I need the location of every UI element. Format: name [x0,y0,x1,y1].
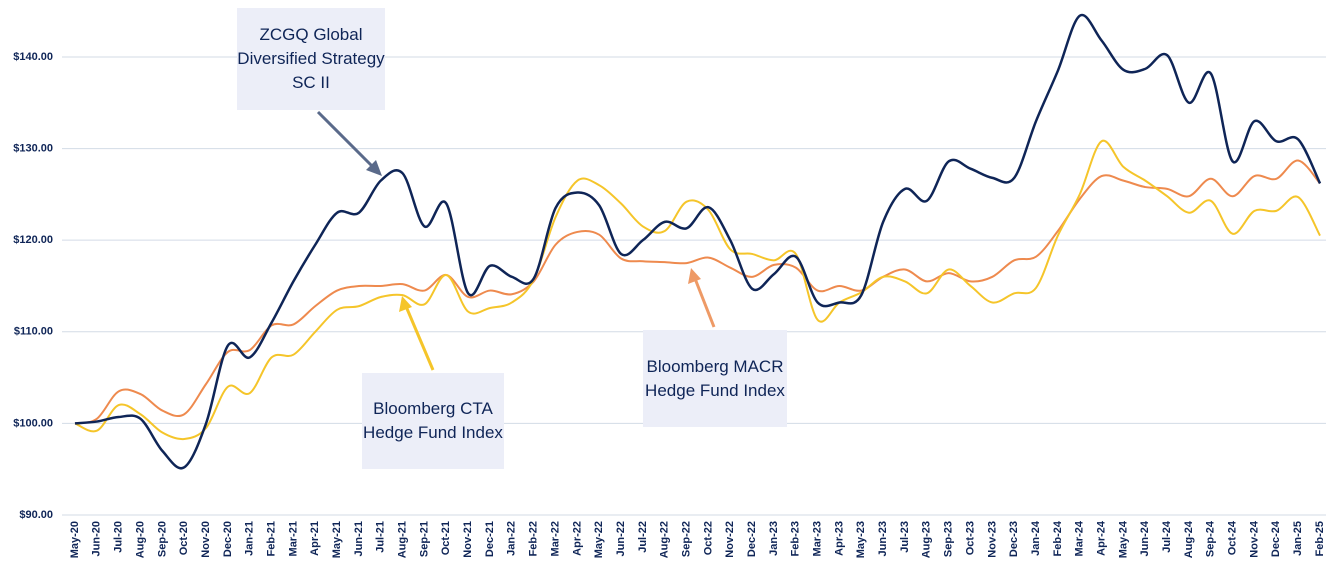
arrow [316,110,378,172]
x-tick-label: Nov-24 [1248,520,1260,558]
arrow-head [688,268,701,284]
x-tick-label: Mar-21 [287,521,299,556]
series-annotation: Bloomberg MACR Hedge Fund Index [643,330,787,427]
x-tick-label: Aug-22 [659,521,671,558]
series-line [74,159,1321,425]
x-tick-label: Jul-21 [375,521,387,553]
x-tick-label: Jul-22 [637,521,649,553]
x-tick-label: May-20 [69,521,81,558]
x-tick-label: Feb-24 [1052,520,1064,556]
series-annotation: ZCGQ Global Diversified Strategy SC II [237,8,385,110]
x-tick-label: Aug-24 [1183,520,1195,558]
x-tick-label: Aug-23 [921,521,933,558]
x-tick-label: Jun-24 [1139,520,1151,556]
x-tick-label: Nov-22 [724,521,736,558]
series-line [74,13,1322,470]
y-tick-label: $100.00 [13,417,53,429]
x-tick-label: Mar-24 [1074,520,1086,556]
x-tick-label: Sep-22 [680,521,692,557]
arrow-head [399,296,412,312]
x-tick-label: Sep-24 [1205,520,1217,557]
x-tick-label: Mar-22 [549,521,561,556]
arrow-head [366,160,382,176]
x-tick-label: Sep-20 [156,521,168,557]
x-tick-label: Oct-21 [440,521,452,555]
x-tick-label: Apr-22 [571,521,583,556]
x-tick-label: Oct-22 [702,521,714,555]
x-tick-label: Dec-22 [746,521,758,557]
x-tick-label: Jun-23 [877,521,889,556]
x-tick-label: Sep-21 [418,521,430,557]
x-tick-label: Jul-20 [113,521,125,553]
y-tick-label: $110.00 [14,326,53,338]
x-tick-label: Jun-21 [353,521,365,556]
x-tick-label: Jun-20 [91,521,103,556]
lines [74,13,1322,470]
x-tick-label: Aug-21 [397,521,409,558]
x-tick-label: Jan-25 [1292,521,1304,556]
x-tick-label: Jul-23 [899,521,911,553]
x-tick-label: Oct-24 [1227,520,1239,555]
x-tick-label: Dec-23 [1008,521,1020,557]
x-tick-label: Apr-21 [309,521,321,556]
arrow [403,303,435,371]
series-line [74,139,1321,441]
x-tick-label: Oct-20 [178,521,190,555]
x-tick-label: Jul-24 [1161,520,1173,553]
series-annotation: Bloomberg CTA Hedge Fund Index [362,373,504,469]
x-tick-label: Feb-21 [265,521,277,556]
y-tick-label: $90.00 [19,509,53,521]
arrow [692,275,716,328]
x-tick-label: Jan-21 [244,521,256,556]
x-tick-label: Oct-23 [964,521,976,555]
x-tick-label: Nov-20 [200,521,212,558]
x-tick-label: Jan-23 [768,521,780,556]
x-tick-label: Sep-23 [943,521,955,557]
y-tick-label: $120.00 [13,234,53,246]
x-tick-label: Jun-22 [615,521,627,556]
x-tick-label: Mar-23 [812,521,824,556]
x-tick-label: Dec-21 [484,521,496,557]
x-tick-label: Jan-24 [1030,520,1042,556]
x-tick-label: May-22 [593,521,605,558]
x-tick-label: Feb-25 [1314,521,1326,556]
x-tick-label: May-24 [1117,520,1129,558]
x-tick-label: Jan-22 [506,521,518,556]
grid: $90.00 $100.00 $110.00 $120.00 $130.00 $140.0… [13,51,1326,558]
y-tick-label: $130.00 [13,142,53,154]
x-tick-label: Feb-22 [528,521,540,556]
x-tick-label: May-21 [331,521,343,558]
x-tick-label: Dec-24 [1270,520,1282,557]
x-tick-label: Dec-20 [222,521,234,557]
x-tick-label: Nov-21 [462,521,474,558]
x-tick-label: Feb-23 [790,521,802,556]
x-tick-label: Aug-20 [134,521,146,558]
x-tick-label: Nov-23 [986,521,998,558]
x-tick-label: Apr-23 [833,521,845,556]
x-tick-label: May-23 [855,521,867,558]
x-tick-label: Apr-24 [1095,520,1107,556]
y-tick-label: $140.00 [13,51,53,63]
